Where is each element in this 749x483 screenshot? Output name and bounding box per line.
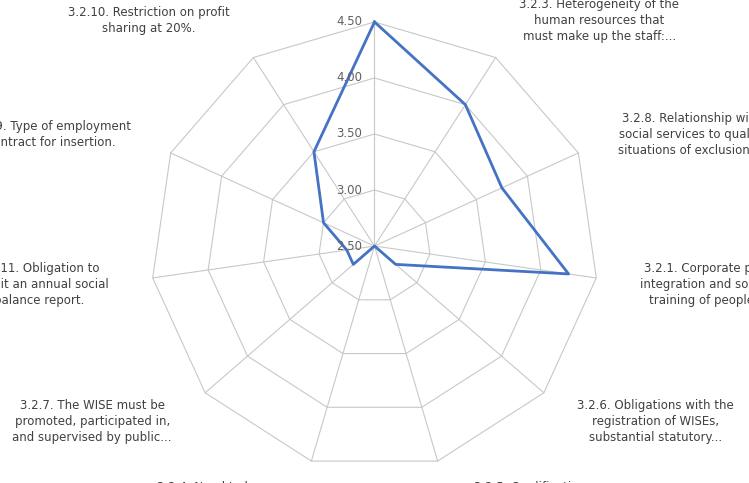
- Text: 3.2.4. Need to have a
personalized insertion
itinerary in the company...: 3.2.4. Need to have a personalized inser…: [143, 481, 299, 483]
- Text: 4.00: 4.00: [336, 71, 363, 85]
- Text: 3.00: 3.00: [336, 184, 363, 197]
- Text: 3.2.8. Relationship with
social services to qualify
situations of exclusion,...: 3.2.8. Relationship with social services…: [619, 112, 749, 157]
- Text: 4.50: 4.50: [336, 15, 363, 28]
- Text: 3.50: 3.50: [336, 128, 363, 141]
- Text: 3.2.3. Heterogeneity of the
human resources that
must make up the staff:...: 3.2.3. Heterogeneity of the human resour…: [520, 0, 679, 43]
- Text: 3.2.10. Restriction on profit
sharing at 20%.: 3.2.10. Restriction on profit sharing at…: [68, 6, 229, 35]
- Text: 3.2.11. Obligation to
submit an annual social
balance report.: 3.2.11. Obligation to submit an annual s…: [0, 262, 109, 307]
- Text: 3.2.9. Type of employment
contract for insertion.: 3.2.9. Type of employment contract for i…: [0, 120, 130, 149]
- Text: 3.2.6. Obligations with the
registration of WISEs,
substantial statutory...: 3.2.6. Obligations with the registration…: [577, 399, 734, 444]
- Text: 3.2.1. Corporate purpose:
integration and socio-labor
training of people in a...: 3.2.1. Corporate purpose: integration an…: [640, 262, 749, 307]
- Text: 3.2.7. The WISE must be
promoted, participated in,
and supervised by public...: 3.2.7. The WISE must be promoted, partic…: [13, 399, 172, 444]
- Text: 2.50: 2.50: [336, 240, 363, 253]
- Text: 3.2.5. Qualification,
registration, and assistance
plan transferred to the...: 3.2.5. Qualification, registration, and …: [450, 481, 614, 483]
